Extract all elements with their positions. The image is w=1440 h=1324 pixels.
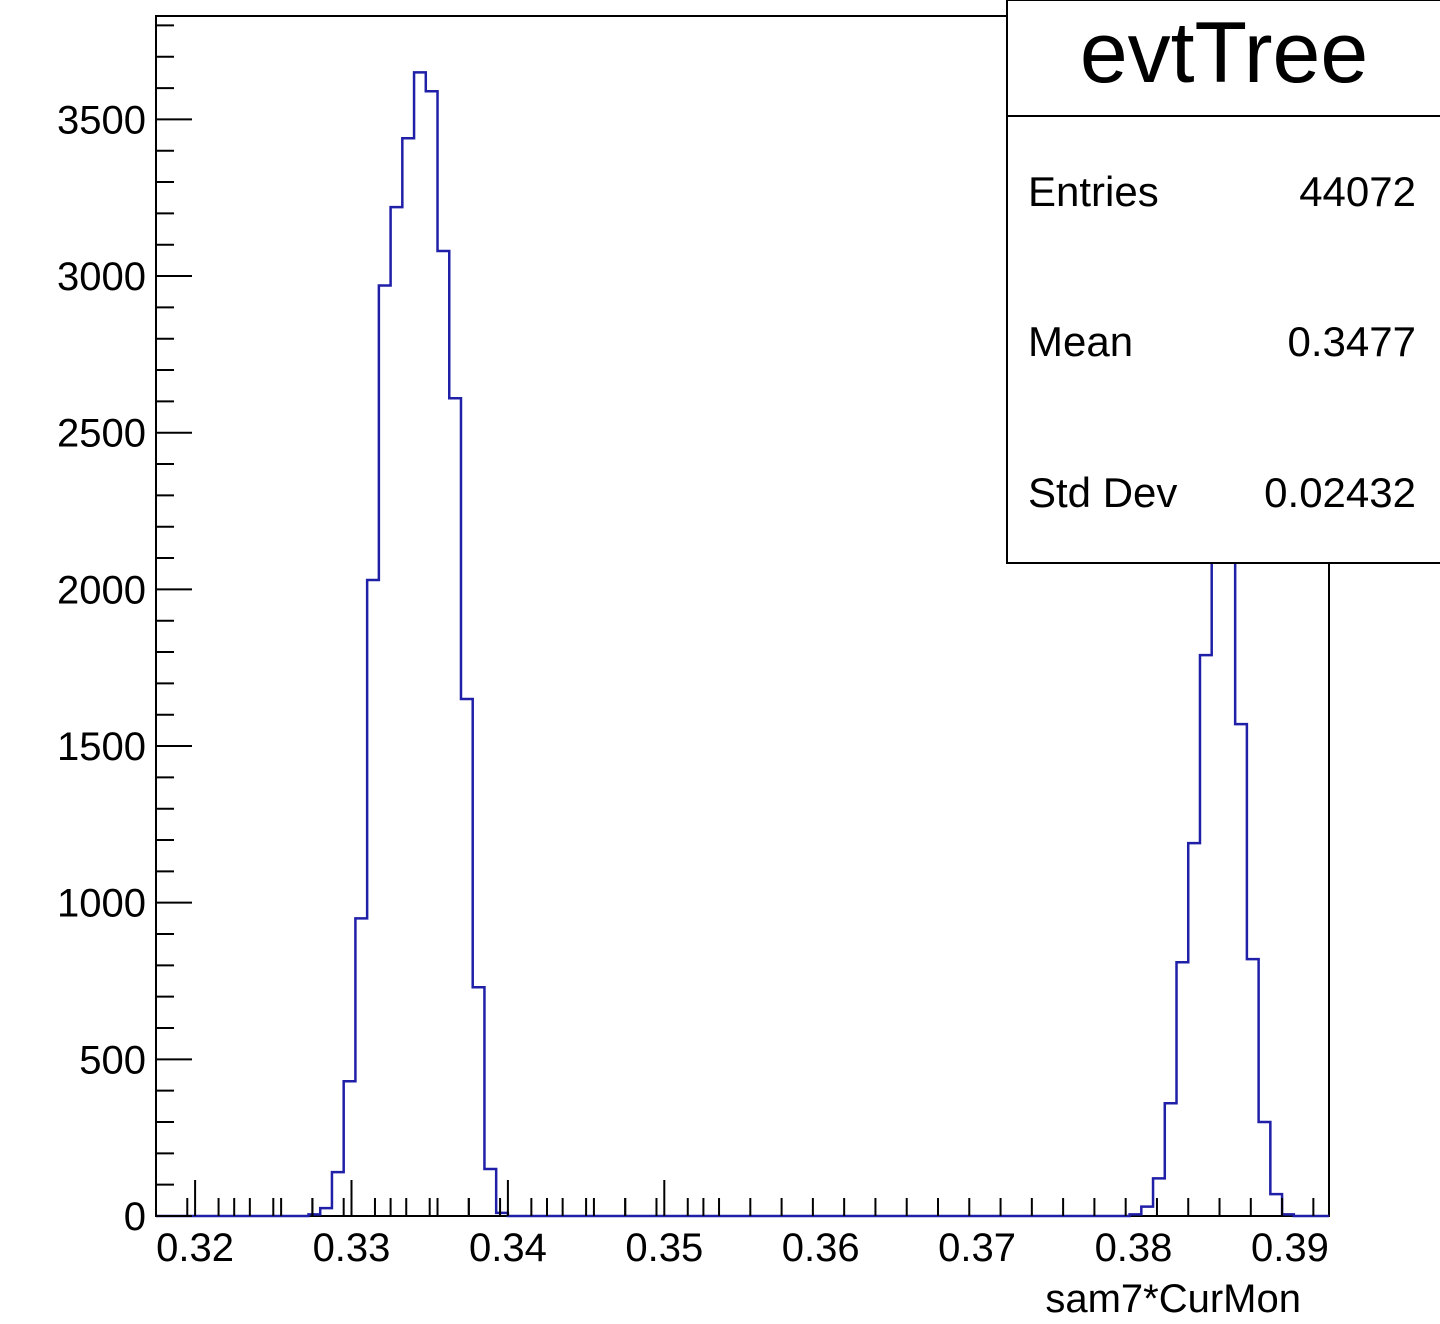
x-tick-label: 0.35 — [625, 1226, 703, 1270]
x-tick-label: 0.32 — [156, 1226, 234, 1270]
histogram-series-line — [156, 71, 1329, 1218]
stats-mean-value: 0.3477 — [1288, 318, 1416, 365]
x-tick-label: 0.39 — [1251, 1226, 1329, 1270]
y-axis: 0 500 1000 1500 2000 2500 3000 3500 — [57, 24, 192, 1239]
stats-mean-label: Mean — [1028, 318, 1133, 365]
stats-stddev-label: Std Dev — [1028, 469, 1177, 516]
y-tick-label: 2500 — [57, 412, 146, 456]
x-tick-label: 0.34 — [469, 1226, 547, 1270]
y-tick-label: 1500 — [57, 725, 146, 769]
stats-entries-label: Entries — [1028, 168, 1159, 215]
x-axis-title: sam7*CurMon — [1045, 1277, 1301, 1321]
stats-box: evtTree Entries 44072 Mean 0.3477 Std De… — [1006, 0, 1440, 564]
x-tick-label: 0.36 — [782, 1226, 860, 1270]
y-tick-label: 3500 — [57, 98, 146, 142]
x-tick-label: 0.37 — [938, 1226, 1016, 1270]
x-tick-label: 0.33 — [313, 1226, 391, 1270]
y-tick-label: 3000 — [57, 255, 146, 299]
stats-entries-value: 44072 — [1299, 168, 1416, 215]
stats-box-frame — [1006, 0, 1440, 564]
stats-stddev-value: 0.02432 — [1264, 469, 1416, 516]
stats-box-title: evtTree — [1080, 5, 1368, 101]
y-tick-label: 1000 — [57, 882, 146, 926]
x-axis: 0.32 0.33 0.34 0.35 0.36 0.37 0.38 0.39 — [155, 1180, 1329, 1270]
y-tick-label: 0 — [124, 1195, 146, 1239]
y-tick-label: 2000 — [57, 568, 146, 612]
x-tick-label: 0.38 — [1095, 1226, 1173, 1270]
y-tick-label: 500 — [79, 1038, 146, 1082]
